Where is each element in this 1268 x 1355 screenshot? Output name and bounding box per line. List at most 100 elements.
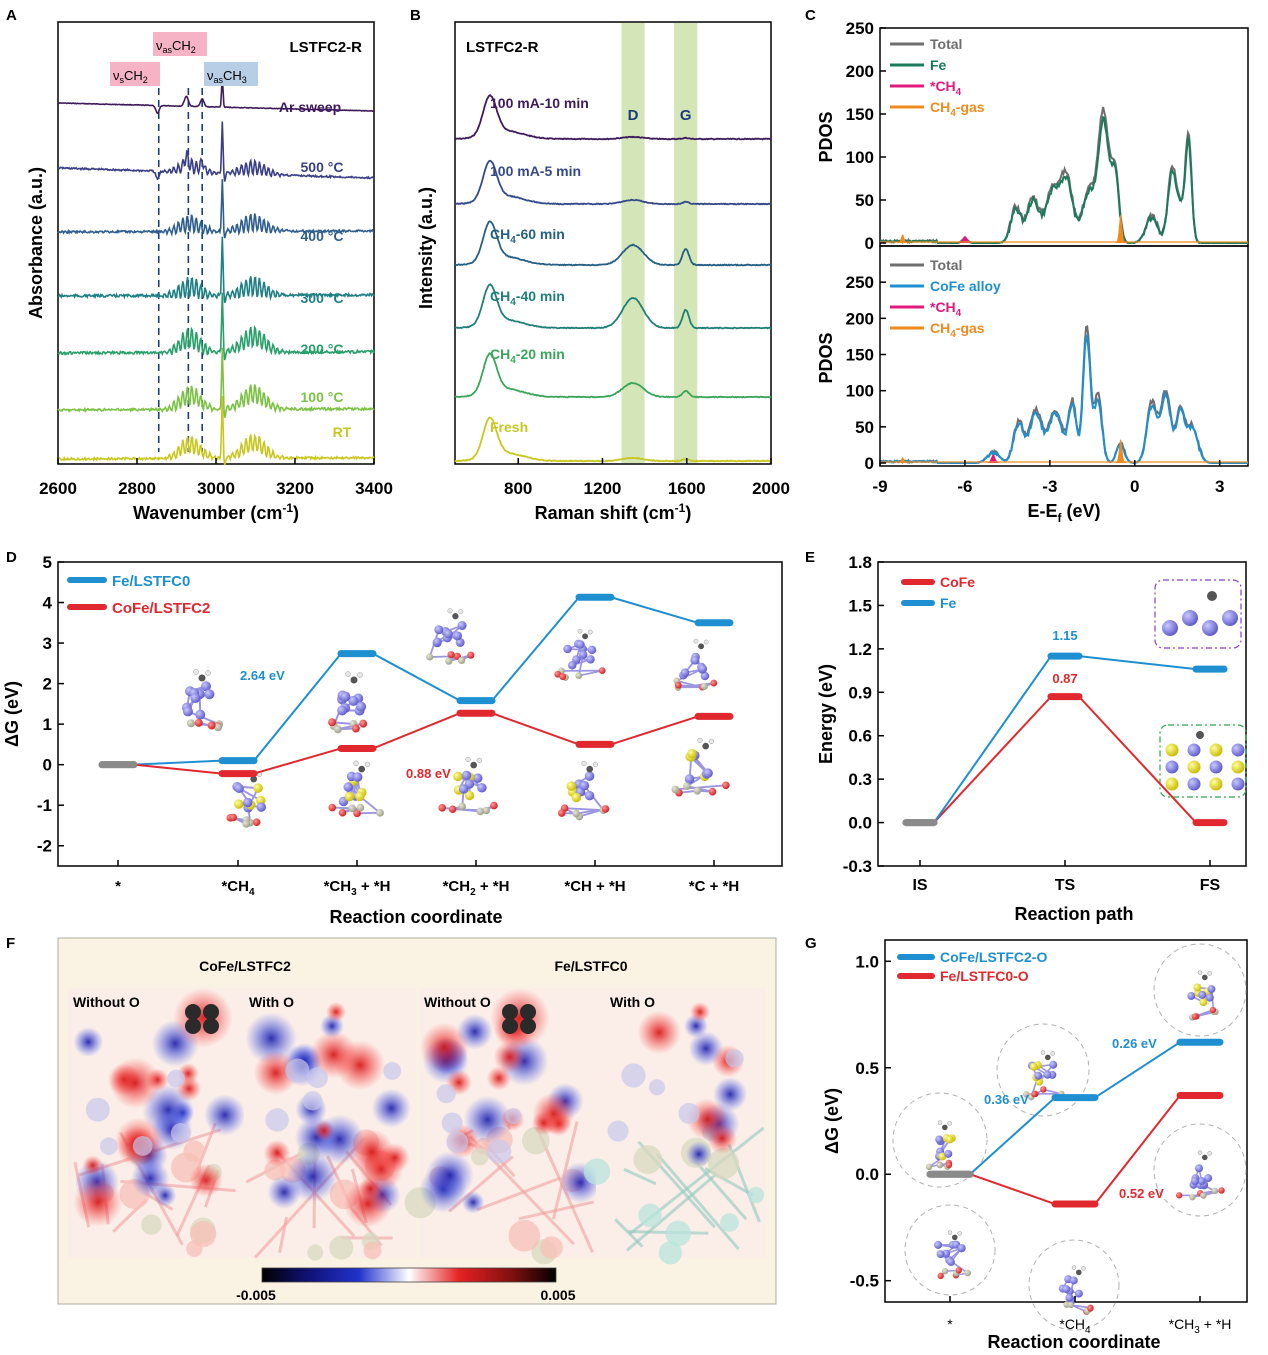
panel-g-legend-label: CoFe/LSTFC2-O bbox=[940, 949, 1047, 965]
y-tick-label: 1 bbox=[43, 715, 52, 734]
x-tick-label-sub: 3 bbox=[351, 887, 357, 898]
atom bbox=[584, 771, 595, 781]
panel-c-gas-peak bbox=[1109, 439, 1132, 463]
y-tick-label: 1.2 bbox=[848, 640, 872, 659]
hydrogen-atom bbox=[577, 628, 583, 634]
atom bbox=[1197, 1177, 1206, 1186]
atom bbox=[945, 1161, 953, 1169]
hydrogen-atom bbox=[458, 609, 464, 615]
atom bbox=[356, 701, 367, 712]
y-tick-label: 0 bbox=[43, 756, 52, 775]
charge-accumulation-region bbox=[349, 1129, 395, 1175]
atom bbox=[1165, 743, 1179, 757]
panel-c-legend-label-main: *CH bbox=[930, 299, 956, 315]
panel-c-top-y-label: PDOS bbox=[816, 111, 836, 162]
atomic-structure bbox=[1058, 1265, 1094, 1315]
atom bbox=[1218, 1187, 1225, 1194]
atom bbox=[935, 1135, 944, 1144]
x-tick-label-main: *CH bbox=[1169, 1316, 1195, 1332]
charge-density-map bbox=[244, 988, 416, 1261]
atom bbox=[359, 719, 368, 728]
adsorbate-atom bbox=[502, 1004, 518, 1020]
atom bbox=[945, 1135, 954, 1144]
atom bbox=[443, 629, 453, 639]
lattice-atom bbox=[665, 1220, 691, 1247]
panel-c-bottom-y-label: PDOS bbox=[816, 332, 836, 383]
annotation-vas-ch2-text: νasCH2 bbox=[156, 38, 196, 55]
carbon-atom bbox=[250, 775, 258, 783]
atom bbox=[1162, 620, 1178, 636]
atom bbox=[1202, 620, 1218, 636]
panel-b-title: LSTFC2-R bbox=[466, 39, 539, 56]
atom bbox=[1062, 1285, 1071, 1294]
lattice-bond bbox=[626, 1173, 717, 1252]
annotation-vas-ch2-bg bbox=[153, 32, 207, 56]
atom bbox=[944, 1149, 953, 1158]
panel-a-x-label-tail: ) bbox=[293, 503, 299, 523]
atom bbox=[467, 651, 475, 659]
atom bbox=[186, 719, 195, 728]
panel-b-series-label: 100 mA-5 min bbox=[490, 163, 581, 179]
panel-letter-d: D bbox=[6, 549, 17, 566]
annotation-vs-ch2-main: ν bbox=[113, 68, 120, 83]
energy-connector bbox=[1078, 695, 1197, 824]
panel-g-y-label: ΔG (eV) bbox=[822, 1088, 842, 1154]
x-tick-label: *C + *H bbox=[689, 878, 739, 895]
panel-b-series-label: 100 mA-10 min bbox=[490, 95, 589, 111]
metal-atom bbox=[446, 1131, 469, 1154]
panel-a-series-label: 100 °C bbox=[301, 389, 344, 405]
panel-b-series-label: CH4-40 min bbox=[490, 288, 565, 308]
atom bbox=[1187, 777, 1201, 791]
panel-b-y-label: Intensity (a.u.) bbox=[416, 187, 436, 309]
panel-b-x-ticks: 800 1200 1600 2000 bbox=[504, 458, 790, 498]
panel-b-x-label-tail: ) bbox=[685, 503, 691, 523]
annotation-vas-ch2-sub: as bbox=[163, 45, 173, 55]
lattice-atom bbox=[720, 1213, 739, 1232]
hydrogen-atom bbox=[947, 1230, 953, 1235]
metal-atom bbox=[170, 1122, 191, 1143]
atom bbox=[482, 806, 491, 815]
atom bbox=[490, 801, 498, 810]
annotation-vs-ch2-tail: CH bbox=[124, 68, 143, 83]
panel-c-bottom-frame bbox=[879, 245, 1249, 467]
panel-c-pdos-curve bbox=[879, 332, 1248, 465]
atom bbox=[447, 651, 455, 659]
x-tick-label: IS bbox=[912, 877, 927, 894]
atom bbox=[1187, 743, 1201, 757]
atom bbox=[693, 786, 702, 795]
atom bbox=[1187, 760, 1201, 774]
panel-b-series-label-main: CH bbox=[490, 346, 510, 362]
charge-depletion-region bbox=[203, 1094, 246, 1136]
metal-atom bbox=[621, 1063, 646, 1088]
panel-b-series-label-tail: -20 min bbox=[516, 346, 565, 362]
panel-b-series-line bbox=[454, 352, 772, 399]
atomic-structure bbox=[934, 1230, 971, 1280]
y-tick-label: 0.0 bbox=[855, 1165, 879, 1184]
atom bbox=[333, 725, 342, 734]
atom bbox=[1231, 777, 1245, 791]
panel-c-adsorbate-peak bbox=[953, 236, 977, 243]
atom bbox=[356, 803, 365, 812]
panel-c-y-tick-label: 250 bbox=[846, 19, 874, 38]
atom bbox=[351, 724, 360, 733]
charge-accumulation-region bbox=[531, 1110, 556, 1136]
lattice-atom bbox=[658, 1241, 682, 1265]
hydrogen-atom bbox=[1081, 1266, 1086, 1271]
atomic-bond bbox=[347, 786, 381, 814]
panel-b-series-label-main: 100 mA-5 min bbox=[490, 163, 581, 179]
panel-f-group-cofe: CoFe/LSTFC2 bbox=[199, 958, 291, 974]
hydrogen-atom bbox=[1207, 1151, 1212, 1156]
panel-c-legend-label-main: *CH bbox=[930, 78, 956, 94]
atom bbox=[458, 802, 466, 811]
panel-g-structures bbox=[892, 943, 1247, 1331]
panel-c-y-tick-label: 0 bbox=[865, 454, 874, 473]
x-tick-label: * bbox=[947, 1316, 953, 1332]
panel-c-legend-label-main: Fe bbox=[930, 57, 947, 73]
atom bbox=[1209, 777, 1223, 791]
atom bbox=[938, 1152, 947, 1161]
hydrogen-atom bbox=[592, 761, 599, 767]
atom bbox=[1198, 990, 1207, 999]
charge-accumulation-region bbox=[690, 1002, 710, 1022]
panel-d-structures bbox=[181, 608, 730, 828]
panel-a-series-label: Ar sweep bbox=[279, 99, 341, 115]
